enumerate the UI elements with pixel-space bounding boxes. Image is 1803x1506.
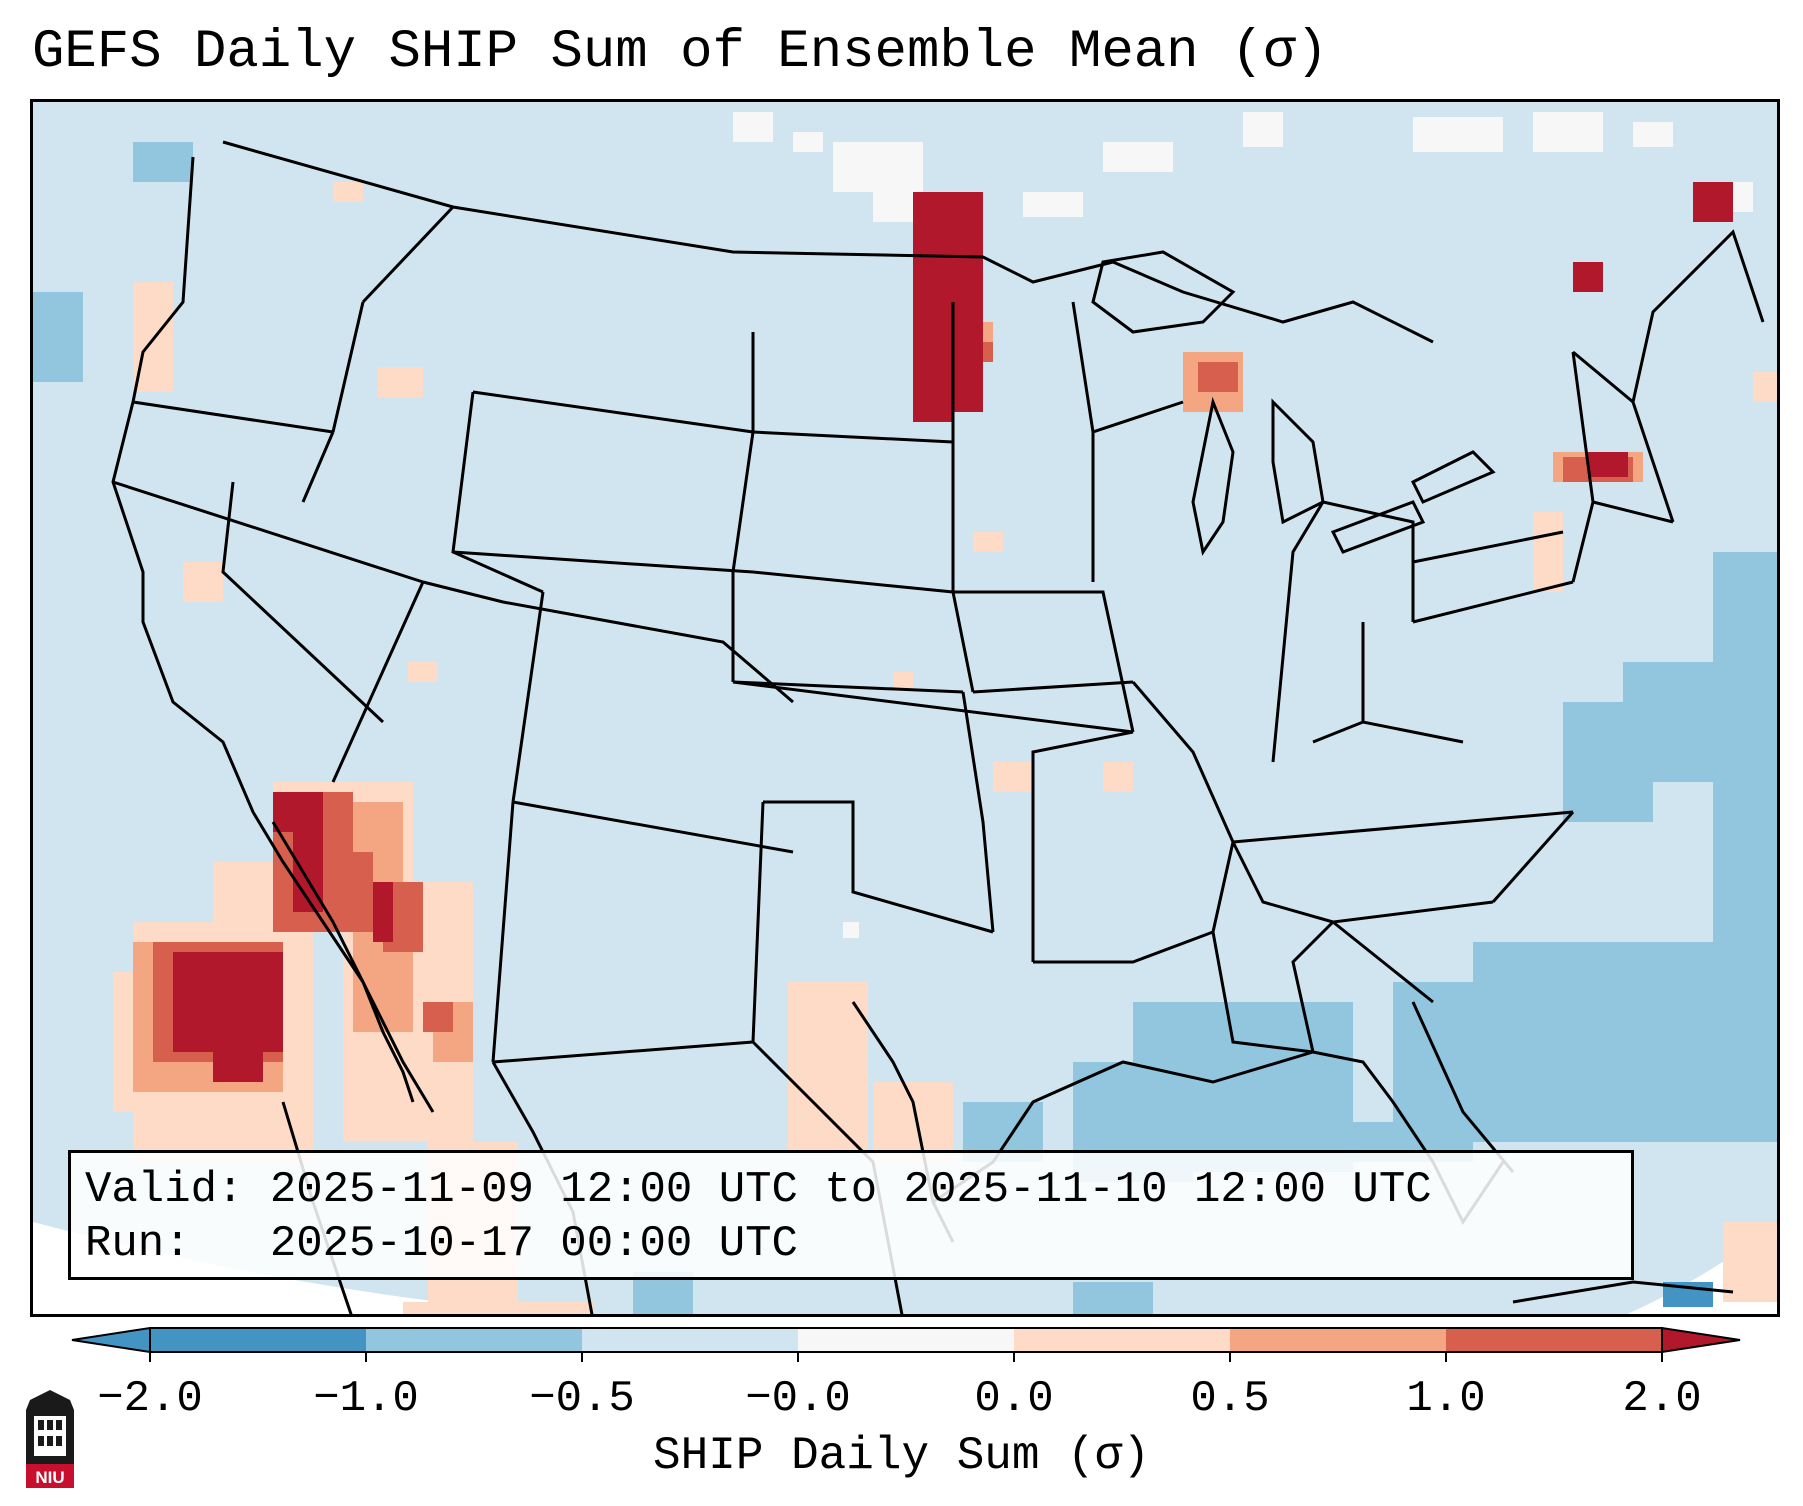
colorbar-segment (798, 1328, 1014, 1352)
map-title: GEFS Daily SHIP Sum of Ensemble Mean (σ) (32, 22, 1329, 83)
colorbar-tick-label: 1.0 (1406, 1374, 1485, 1424)
colorbar-outline (149, 1327, 1663, 1353)
map-canvas (33, 102, 1777, 1314)
colorbar-segment (1230, 1328, 1446, 1352)
colorbar-segment (1014, 1328, 1230, 1352)
colorbar: −2.0 −1.0 −0.5 −0.0 0.0 0.5 1.0 2.0 (71, 1326, 1741, 1424)
valid-label: Valid: (85, 1165, 244, 1215)
colorbar-ticks: −2.0 −1.0 −0.5 −0.0 0.0 0.5 1.0 2.0 (97, 1352, 1702, 1424)
colorbar-tick-label: −0.0 (745, 1374, 851, 1424)
colorbar-label: SHIP Daily Sum (σ) (653, 1430, 1150, 1482)
colorbar-tick-label: −0.5 (529, 1374, 635, 1424)
colorbar-segment (1446, 1328, 1662, 1352)
colorbar-segments (71, 1326, 1741, 1354)
valid-run-info-box: Valid: 2025-11-09 12:00 UTC to 2025-11-1… (68, 1150, 1634, 1280)
domain-edge-left (33, 1222, 553, 1314)
map-frame (30, 99, 1780, 1317)
valid-value: 2025-11-09 12:00 UTC to 2025-11-10 12:00… (269, 1165, 1432, 1215)
negative-anomaly-areas (33, 142, 1777, 1314)
colorbar-segment (582, 1328, 798, 1352)
colorbar-tick-label: −2.0 (97, 1374, 203, 1424)
colorbar-tick-label: 0.0 (974, 1374, 1053, 1424)
colorbar-extend-high (1661, 1326, 1741, 1354)
colorbar-segment (366, 1328, 582, 1352)
state-borders (111, 140, 1765, 1314)
run-value: 2025-10-17 00:00 UTC (269, 1219, 798, 1269)
colorbar-extend-low (71, 1326, 151, 1354)
near-zero-patches (733, 112, 1753, 938)
run-label: Run: (85, 1219, 191, 1269)
extreme-positive-areas (173, 182, 1733, 1082)
colorbar-segment (150, 1328, 366, 1352)
colorbar-tick-label: 2.0 (1622, 1374, 1701, 1424)
colorbar-tick-label: −1.0 (313, 1374, 419, 1424)
colorbar-tick-label: 0.5 (1190, 1374, 1269, 1424)
niu-logo: NIU (26, 1390, 74, 1488)
logo-text: NIU (35, 1468, 64, 1487)
